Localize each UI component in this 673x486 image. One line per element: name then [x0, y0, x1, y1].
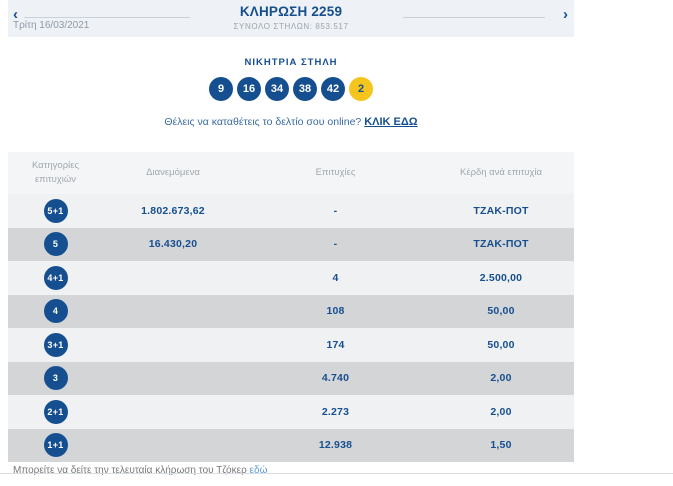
winners-value: 174 [326, 338, 345, 351]
distributed-value: 16.430,20 [148, 238, 198, 251]
category-badge: 1+1 [43, 433, 68, 458]
bottom-divider [0, 473, 673, 474]
prize-value: 50,00 [487, 305, 515, 318]
prize-value: 2,00 [490, 405, 512, 418]
table-row: 5 16.430,20 - ΤΖΑΚ-ΠΟΤ [8, 227, 574, 261]
table-row: 3+1 174 50,00 [8, 328, 574, 362]
next-draw-chevron-icon[interactable]: › [563, 6, 568, 23]
winning-column-heading: ΝΙΚΗΤΡΙΑ ΣΤΗΛΗ [244, 57, 338, 68]
table-row: 4 108 50,00 [8, 294, 574, 328]
winners-value: - [333, 204, 338, 217]
category-badge: 4+1 [43, 265, 68, 290]
header-divider-right [403, 17, 545, 18]
column-header-winners: Επιτυχίες [315, 166, 356, 178]
distributed-value: 1.802.673,62 [141, 204, 205, 217]
click-here-link[interactable]: ΚΛΙΚ ΕΔΩ [364, 116, 418, 128]
prize-value: ΤΖΑΚ-ΠΟΤ [473, 204, 529, 217]
category-badge: 5 [43, 232, 68, 257]
content-column: ‹ › ΚΛΗΡΩΣΗ 2259 ΣΥΝΟΛΟ ΣΤΗΛΩΝ: 853.517 … [8, 0, 574, 476]
winners-value: 108 [326, 305, 345, 318]
winning-numbers: 9 16 34 38 42 2 [8, 77, 574, 101]
last-draw-note-text: Μπορείτε να δείτε την τελευταία κλήρωση … [13, 465, 247, 476]
winning-number-ball: 16 [237, 77, 261, 101]
category-badge: 3 [43, 366, 68, 391]
column-header-distributed: Διανεμόμενα [146, 166, 200, 178]
here-link[interactable]: εδώ [249, 465, 268, 476]
prize-value: 2.500,00 [479, 271, 523, 284]
winning-number-ball: 42 [321, 77, 345, 101]
winners-value: 12.938 [318, 439, 353, 452]
prize-value: 50,00 [487, 338, 515, 351]
winners-value: 4 [332, 271, 339, 284]
table-row: 1+1 12.938 1,50 [8, 428, 574, 462]
winners-value: 4.740 [321, 372, 350, 385]
category-badge: 2+1 [43, 399, 68, 424]
previous-draw-chevron-icon[interactable]: ‹ [13, 6, 18, 23]
prize-table-body: 5+1 1.802.673,62 - ΤΖΑΚ-ΠΟΤ 5 16.430,20 … [8, 194, 574, 462]
online-cta-line: Θέλεις να καταθέτεις το δελτίο σου onlin… [8, 116, 574, 128]
winning-number-ball: 9 [209, 77, 233, 101]
category-badge: 4 [43, 299, 68, 324]
prize-value: 2,00 [490, 372, 512, 385]
last-draw-note: Μπορείτε να δείτε την τελευταία κλήρωση … [13, 465, 574, 476]
online-cta-text: Θέλεις να καταθέτεις το δελτίο σου onlin… [164, 116, 362, 128]
prize-value: 1,50 [490, 439, 512, 452]
table-row: 5+1 1.802.673,62 - ΤΖΑΚ-ΠΟΤ [8, 194, 574, 228]
draw-title: ΚΛΗΡΩΣΗ 2259 [239, 4, 343, 19]
category-badge: 5+1 [43, 198, 68, 223]
draw-date: Τρίτη 16/03/2021 [13, 20, 90, 31]
prize-value: ΤΖΑΚ-ΠΟΤ [473, 238, 529, 251]
table-row: 2+1 2.273 2,00 [8, 395, 574, 429]
table-row: 3 4.740 2,00 [8, 361, 574, 395]
prize-table: Κατηγορίες επιτυχιών Διανεμόμενα Επιτυχί… [8, 152, 574, 462]
winning-number-ball: 38 [293, 77, 317, 101]
total-columns-label: ΣΥΝΟΛΟ ΣΤΗΛΩΝ: 853.517 [233, 22, 349, 31]
winners-value: 2.273 [321, 405, 350, 418]
winners-value: - [333, 238, 338, 251]
joker-number-ball: 2 [349, 77, 373, 101]
table-row: 4+1 4 2.500,00 [8, 261, 574, 295]
column-header-categories: Κατηγορίες επιτυχιών [31, 159, 80, 185]
draw-header-bar: ‹ › ΚΛΗΡΩΣΗ 2259 ΣΥΝΟΛΟ ΣΤΗΛΩΝ: 853.517 … [8, 0, 574, 37]
prize-table-header: Κατηγορίες επιτυχιών Διανεμόμενα Επιτυχί… [8, 152, 574, 194]
column-header-prize: Κέρδη ανά επιτυχία [460, 166, 542, 178]
category-badge: 3+1 [43, 332, 68, 357]
winning-number-ball: 34 [265, 77, 289, 101]
header-divider-left [24, 17, 190, 18]
